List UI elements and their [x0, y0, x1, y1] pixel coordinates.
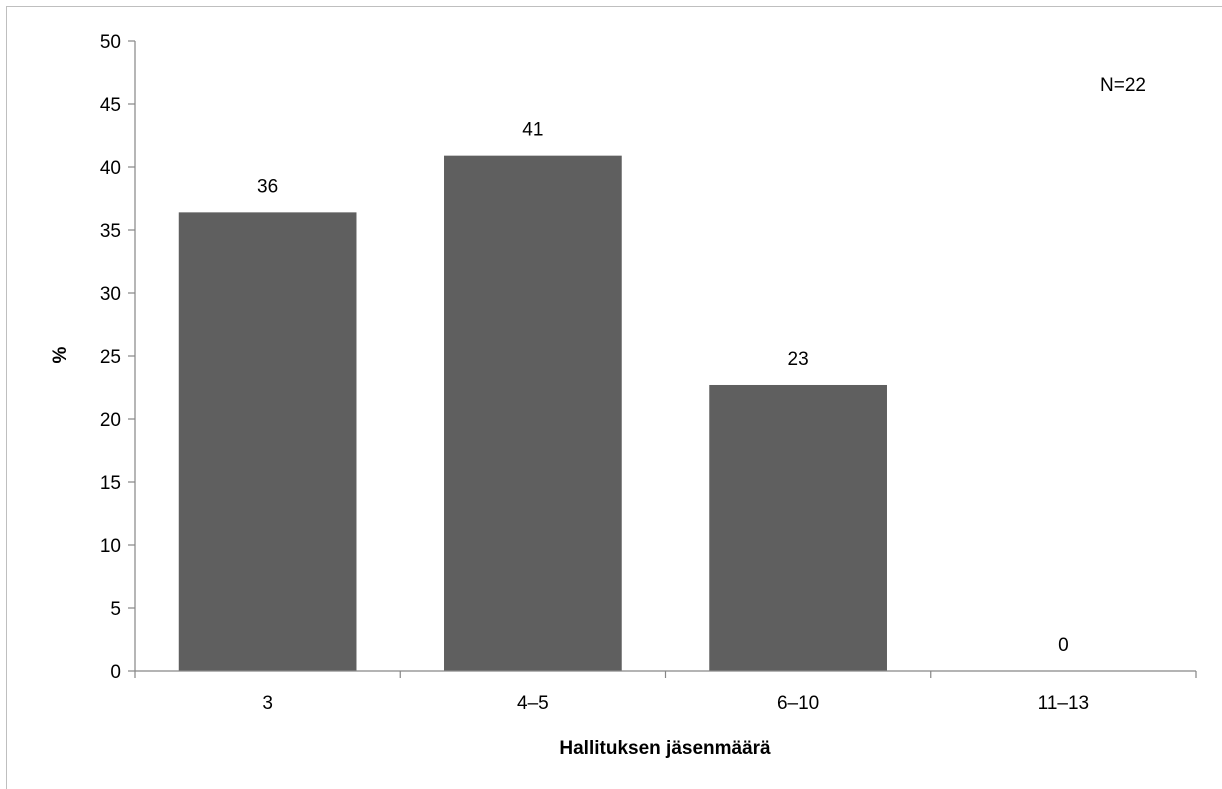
bar [178, 212, 357, 672]
x-axis-title: Hallituksen jäsenmäärä [559, 738, 771, 759]
y-tick-label: 35 [100, 221, 121, 242]
y-tick-label: 25 [100, 347, 121, 368]
bar [709, 384, 887, 671]
data-labels-group: 36 41 23 0 [257, 120, 1069, 656]
x-tick-label: 6–10 [777, 693, 819, 714]
sample-size-annotation: N=22 [1100, 75, 1146, 96]
y-tick-label: 40 [100, 158, 121, 179]
data-label: 41 [522, 120, 543, 141]
y-axis-title: % [50, 346, 71, 363]
y-tick-label: 20 [100, 410, 121, 431]
bar [444, 155, 622, 671]
data-label: 23 [788, 349, 809, 370]
y-tick-label: 10 [100, 536, 121, 557]
chart-frame [6, 6, 1222, 789]
x-axis-ticks: 3 4–5 6–10 11–13 [134, 671, 1197, 714]
y-axis-ticks: 0 5 10 15 20 25 30 35 40 45 50 [100, 32, 135, 683]
y-tick-label: 15 [100, 473, 121, 494]
y-tick-label: 45 [100, 95, 121, 116]
data-label: 36 [257, 176, 278, 197]
y-tick-label: 50 [100, 32, 121, 53]
data-label: 0 [1058, 635, 1069, 656]
x-tick-label: 3 [262, 693, 273, 714]
y-tick-label: 0 [110, 662, 121, 683]
x-tick-label: 4–5 [517, 693, 549, 714]
y-tick-label: 30 [100, 284, 121, 305]
bars-group [178, 155, 887, 672]
y-tick-label: 5 [110, 599, 121, 620]
x-tick-label: 11–13 [1038, 693, 1089, 714]
